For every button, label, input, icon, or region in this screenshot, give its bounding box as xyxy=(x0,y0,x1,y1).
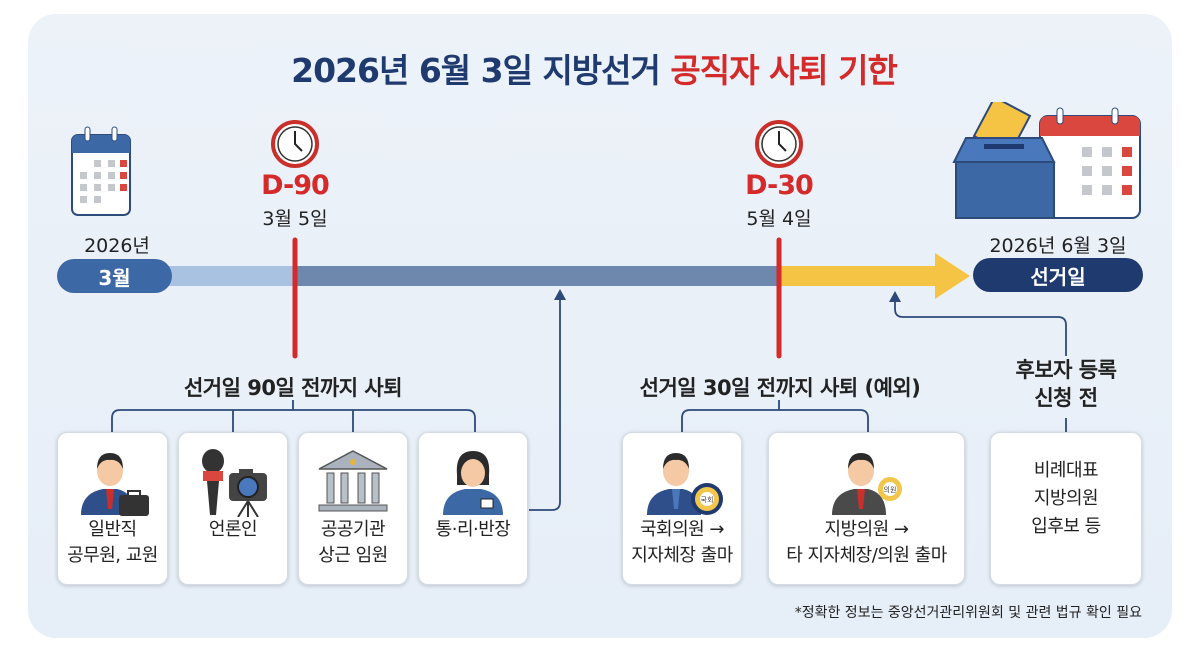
d90-date: 3월 5일 xyxy=(262,208,328,230)
group30-bracket xyxy=(681,400,869,432)
card-label: 지방의원 → 타 지자체장/의원 출마 xyxy=(786,519,947,566)
arrowhead-90 xyxy=(554,289,566,300)
card-national-assembly: 국회 국회의원 → 지자체장 출마 xyxy=(622,432,742,585)
card-label: 일반직 공무원, 교원 xyxy=(67,519,158,566)
footnote: *정확한 정보는 중앙선거관리위원회 및 관련 법규 확인 필요 xyxy=(794,605,1142,621)
title-highlight: 공직자 사퇴 기한 xyxy=(670,51,897,90)
clock-icon xyxy=(755,120,803,168)
d30-date: 5월 4일 xyxy=(746,208,812,230)
institution-building-icon xyxy=(318,450,388,512)
calendar-icon xyxy=(71,126,131,216)
card-public-institution: 공공기관 상근 임원 xyxy=(298,432,408,585)
microphone-camera-icon xyxy=(202,449,267,517)
card-label: 통·리·반장 xyxy=(435,519,511,540)
councilor-icon: 의원 xyxy=(831,453,902,515)
card-proportional-candidates: 비례대표 지방의원 입후보 등 xyxy=(990,432,1142,585)
candidate-heading: 후보자 등록 신청 전 xyxy=(1015,358,1117,410)
card-label: 비례대표 지방의원 입후보 등 xyxy=(1031,459,1101,537)
timeline-segment-mid xyxy=(295,266,780,286)
official-briefcase-icon xyxy=(80,453,149,516)
start-month-pill: 3월 xyxy=(57,259,172,293)
d90-label: D-90 xyxy=(261,170,330,201)
timeline-arrowhead xyxy=(935,253,970,299)
card-label: 국회의원 → 지자체장 출마 xyxy=(631,519,733,566)
title-main: 2026년 6월 3일 지방선거 xyxy=(291,51,671,90)
card-general-officials: 일반직 공무원, 교원 xyxy=(57,432,168,585)
group90-bracket xyxy=(111,400,476,432)
group90-heading: 선거일 90일 전까지 사퇴 xyxy=(183,376,403,400)
election-date: 2026년 6월 3일 xyxy=(989,235,1127,257)
d30-label: D-30 xyxy=(745,170,814,201)
card-label: 공공기관 상근 임원 xyxy=(318,519,388,566)
card-local-councilor: 의원 지방의원 → 타 지자체장/의원 출마 xyxy=(768,432,965,585)
arrowhead-candidate xyxy=(889,291,901,302)
lawmaker-icon: 국회 xyxy=(647,453,723,515)
connector-arrow-90 xyxy=(529,298,561,511)
woman-badge-icon xyxy=(443,451,503,515)
start-year: 2026년 xyxy=(84,235,150,257)
clock-icon xyxy=(271,120,319,168)
card-journalists: 언론인 xyxy=(178,432,288,585)
group30-heading: 선거일 30일 전까지 사퇴 (예외) xyxy=(639,376,921,400)
timeline-segment-final xyxy=(779,266,939,286)
lawmaker-badge-text: 국회 xyxy=(701,496,714,504)
election-day-pill: 선거일 xyxy=(973,258,1143,292)
ballot-box-calendar-icon xyxy=(952,102,1141,219)
councilor-badge-text: 의원 xyxy=(883,485,896,494)
card-label: 언론인 xyxy=(208,519,258,540)
card-village-heads: 통·리·반장 xyxy=(418,432,528,585)
connector-arrow-candidate xyxy=(894,300,1067,356)
timeline-segment-early xyxy=(165,266,300,286)
page-title: 2026년 6월 3일 지방선거 공직자 사퇴 기한 xyxy=(0,44,1188,92)
